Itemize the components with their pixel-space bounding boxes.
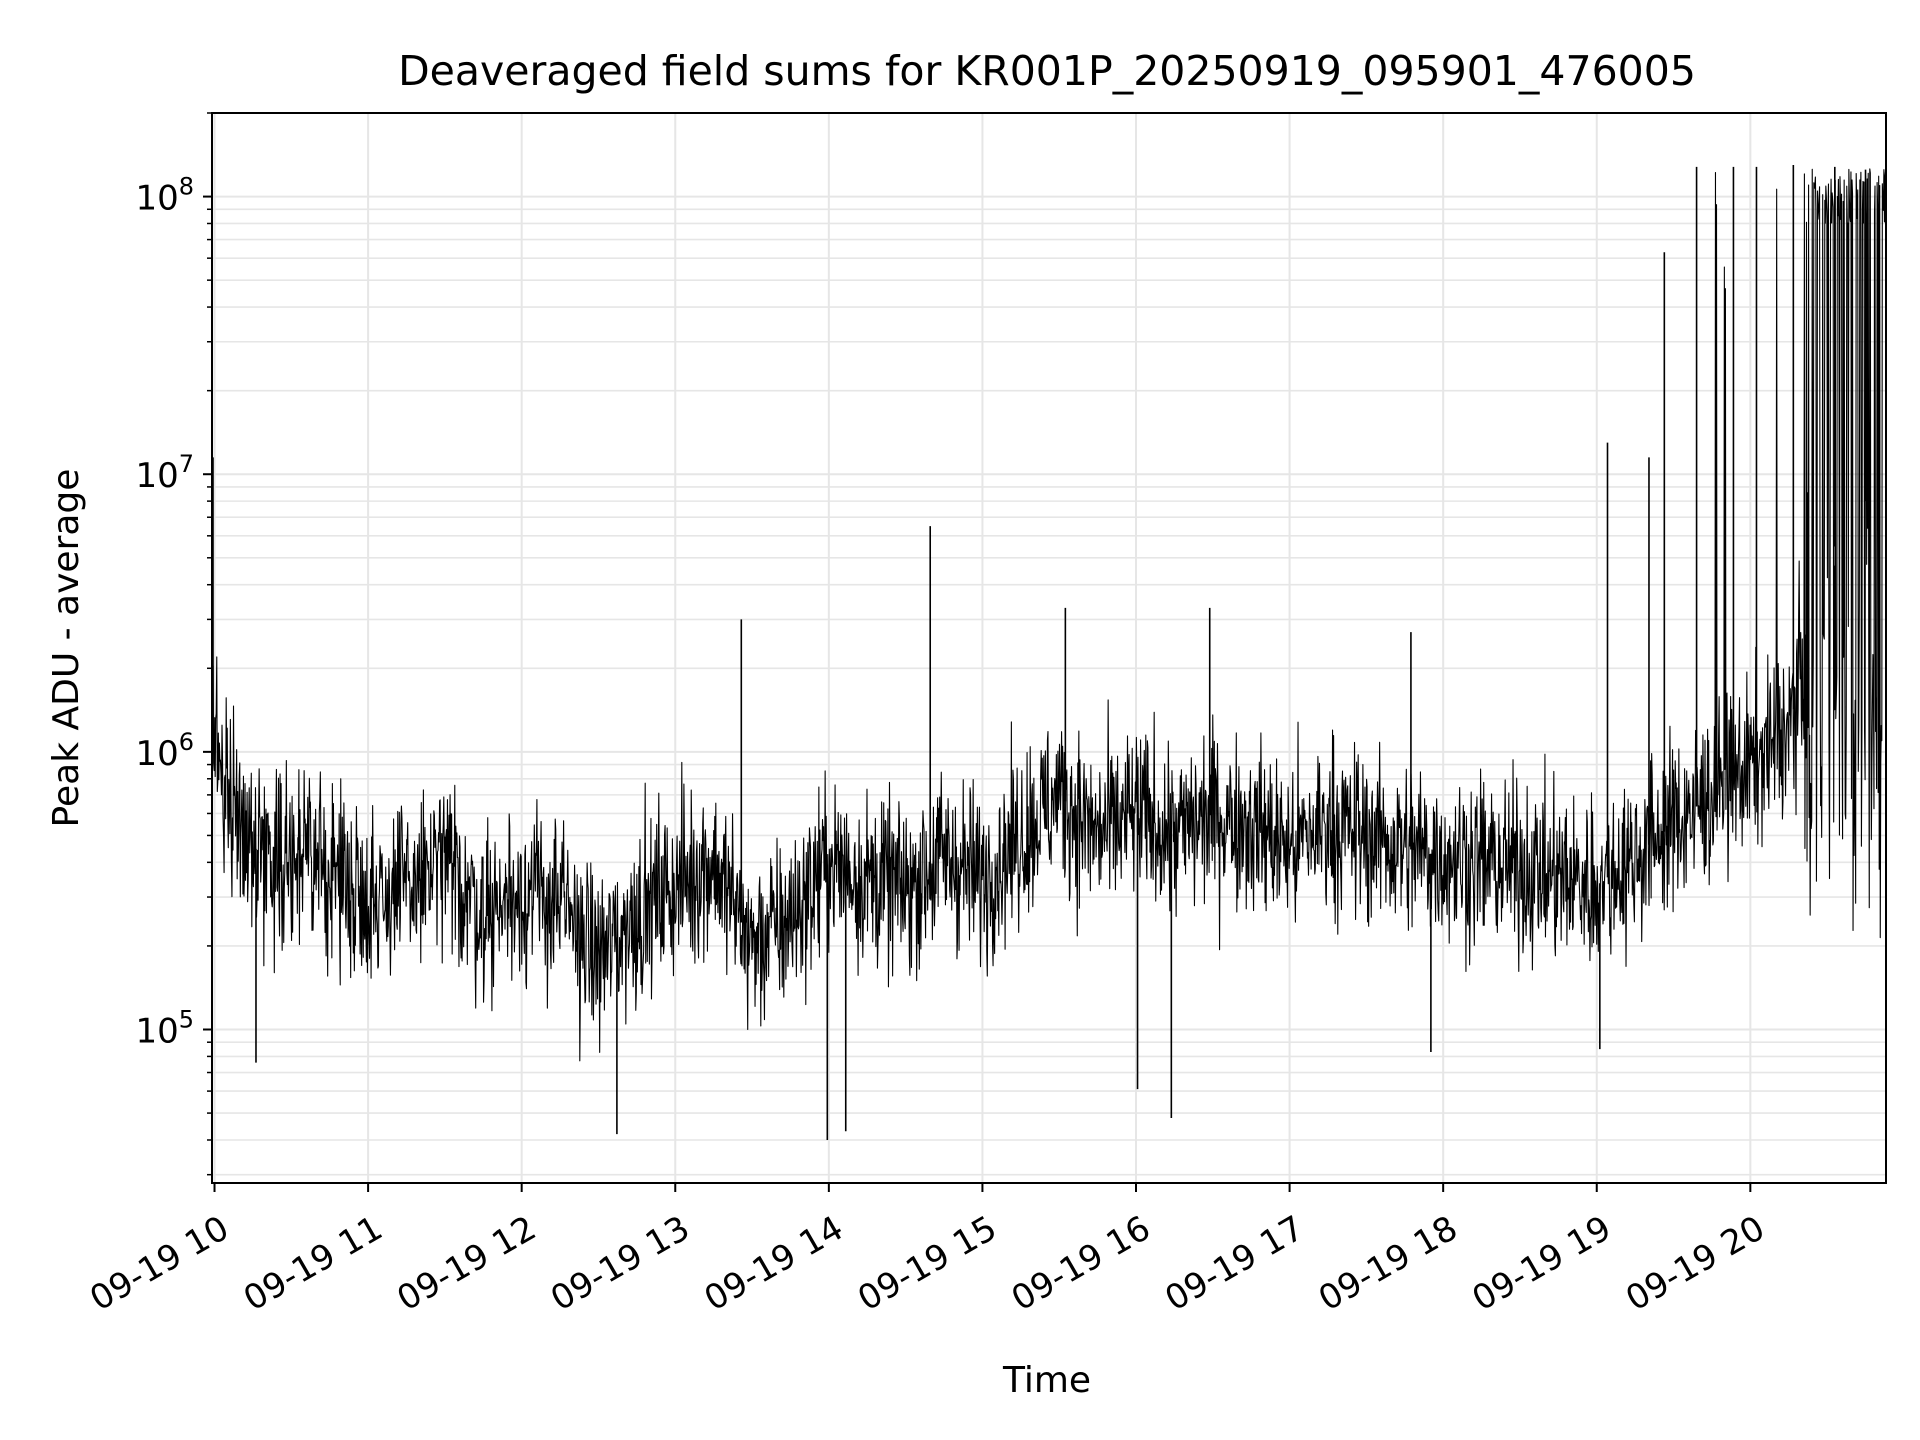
y-tick-label: 108	[135, 173, 194, 219]
y-axis-label: Peak ADU - average	[46, 469, 87, 828]
y-tick-label: 107	[135, 450, 194, 496]
axes-frame	[211, 112, 1887, 1184]
x-axis-label: Time	[1002, 1360, 1091, 1401]
plot-area	[211, 164, 1887, 1140]
y-tick-label: 105	[135, 1006, 194, 1052]
y-tick-label: 106	[135, 728, 194, 774]
chart-title: Deaveraged field sums for KR001P_2025091…	[398, 47, 1696, 95]
